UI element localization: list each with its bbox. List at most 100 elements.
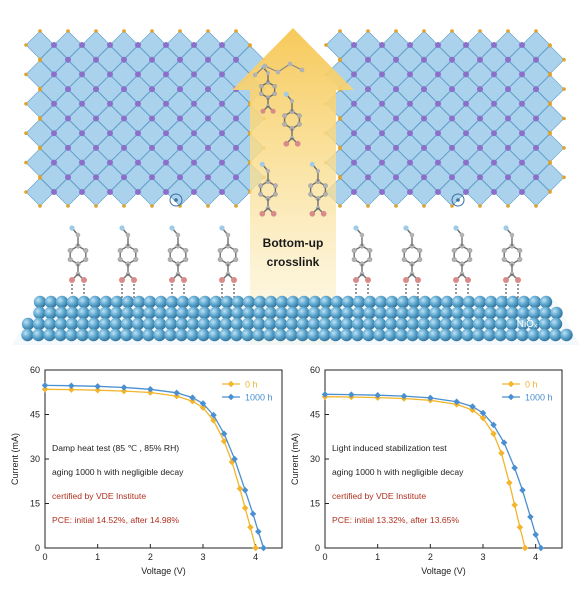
substrate-atom — [329, 328, 342, 342]
halide-atom — [38, 204, 42, 208]
cation-atom — [463, 71, 469, 78]
substrate-atom — [494, 328, 507, 342]
substrate-atom — [186, 317, 200, 331]
cation-atom — [149, 144, 155, 151]
x-tick-label: 2 — [428, 552, 433, 562]
substrate-atom — [472, 317, 486, 331]
substrate-atom — [132, 306, 145, 320]
cation-atom — [505, 144, 511, 151]
substrate-atom — [308, 295, 322, 309]
substrate-atom — [131, 328, 144, 342]
substrate-atom — [121, 306, 134, 320]
cation-atom — [135, 159, 141, 166]
halide-atom — [548, 73, 552, 77]
cation-atom — [351, 100, 357, 107]
cation-atom — [491, 100, 497, 107]
substrate-atom — [153, 328, 166, 342]
halide-atom — [548, 102, 552, 107]
cation-atom — [163, 189, 169, 195]
cation-atom — [477, 144, 483, 151]
cation-atom — [463, 42, 469, 48]
cation-atom — [79, 42, 85, 48]
cation-atom — [533, 56, 539, 63]
halide-atom — [150, 29, 154, 33]
substrate-atom — [505, 317, 519, 331]
legend-marker — [227, 380, 235, 388]
substrate-atom — [220, 306, 233, 320]
cation-atom — [435, 71, 441, 78]
cation-atom — [505, 115, 511, 122]
benzoic-acid-molecule — [258, 161, 278, 217]
cation-atom — [191, 189, 197, 195]
cation-atom — [449, 115, 455, 122]
halide-atom — [24, 190, 28, 194]
substrate-atom — [264, 295, 278, 309]
cation-atom — [121, 144, 127, 151]
interaction-marker-dot — [174, 198, 178, 202]
crosslinked-molecules — [252, 61, 328, 217]
substrate-atom — [77, 295, 91, 309]
substrate-atom — [208, 317, 222, 331]
substrate-atom — [308, 306, 321, 320]
cation-atom — [233, 115, 239, 122]
cation-atom — [435, 159, 441, 166]
substrate-atom — [231, 306, 244, 320]
jv-chart-damp-heat: 0 1 2 3 4 0 15 30 45 60 Voltage (V) Current (mA) 0 h… — [10, 365, 283, 576]
halide-atom — [24, 102, 28, 106]
substrate-atom — [43, 328, 56, 342]
substrate-atom — [539, 306, 552, 320]
substrate-atom — [296, 317, 310, 331]
cation-atom — [533, 174, 539, 181]
substrate-atom — [340, 317, 354, 331]
substrate-atom — [253, 295, 267, 309]
cation-atom — [163, 159, 169, 166]
substrate-atom — [307, 317, 321, 331]
data-point — [220, 430, 228, 438]
cation-atom — [351, 71, 357, 78]
cation-atom — [491, 71, 497, 78]
substrate-atom — [176, 306, 189, 320]
cation-atom — [519, 100, 525, 107]
y-tick-label: 30 — [310, 454, 320, 464]
substrate-atom — [142, 317, 156, 331]
halide-atom — [548, 161, 552, 166]
data-point — [173, 389, 180, 397]
data-point — [490, 421, 497, 429]
cation-atom — [505, 86, 511, 93]
cation-atom — [219, 42, 225, 48]
halide-atom — [534, 204, 538, 208]
annotation-text: certified by VDE Institute — [52, 491, 146, 501]
annotation-text: Light induced stabilization test — [332, 443, 447, 453]
y-tick-label: 0 — [35, 543, 40, 553]
annotation-text: PCE: initial 13.32%, after 13.65% — [332, 515, 459, 525]
y-axis-label: Current (mA) — [290, 433, 300, 485]
cation-atom — [107, 42, 113, 48]
cation-atom — [505, 56, 511, 63]
cation-atom — [477, 56, 483, 63]
cation-atom — [149, 115, 155, 122]
cation-atom — [407, 100, 413, 107]
cation-atom — [421, 86, 427, 93]
cation-atom — [219, 71, 225, 78]
substrate-atom — [351, 317, 365, 331]
cation-atom — [219, 159, 225, 166]
substrate-atom — [374, 306, 387, 320]
cation-atom — [519, 159, 525, 166]
x-axis-label: Voltage (V) — [141, 566, 186, 576]
cation-atom — [379, 130, 385, 137]
legend-marker — [507, 393, 515, 401]
data-point — [521, 544, 529, 552]
substrate-atom — [450, 317, 464, 331]
substrate-atom — [440, 295, 454, 309]
halide-atom — [94, 204, 98, 208]
halide-atom — [234, 29, 238, 33]
substrate-atom — [143, 306, 156, 320]
data-point — [147, 386, 154, 393]
cation-atom — [177, 144, 183, 151]
cation-atom — [463, 130, 469, 137]
substrate-atom — [527, 317, 541, 331]
substrate-atom — [418, 306, 431, 320]
data-point — [120, 384, 128, 391]
cation-atom — [491, 189, 497, 195]
cation-atom — [533, 115, 539, 122]
